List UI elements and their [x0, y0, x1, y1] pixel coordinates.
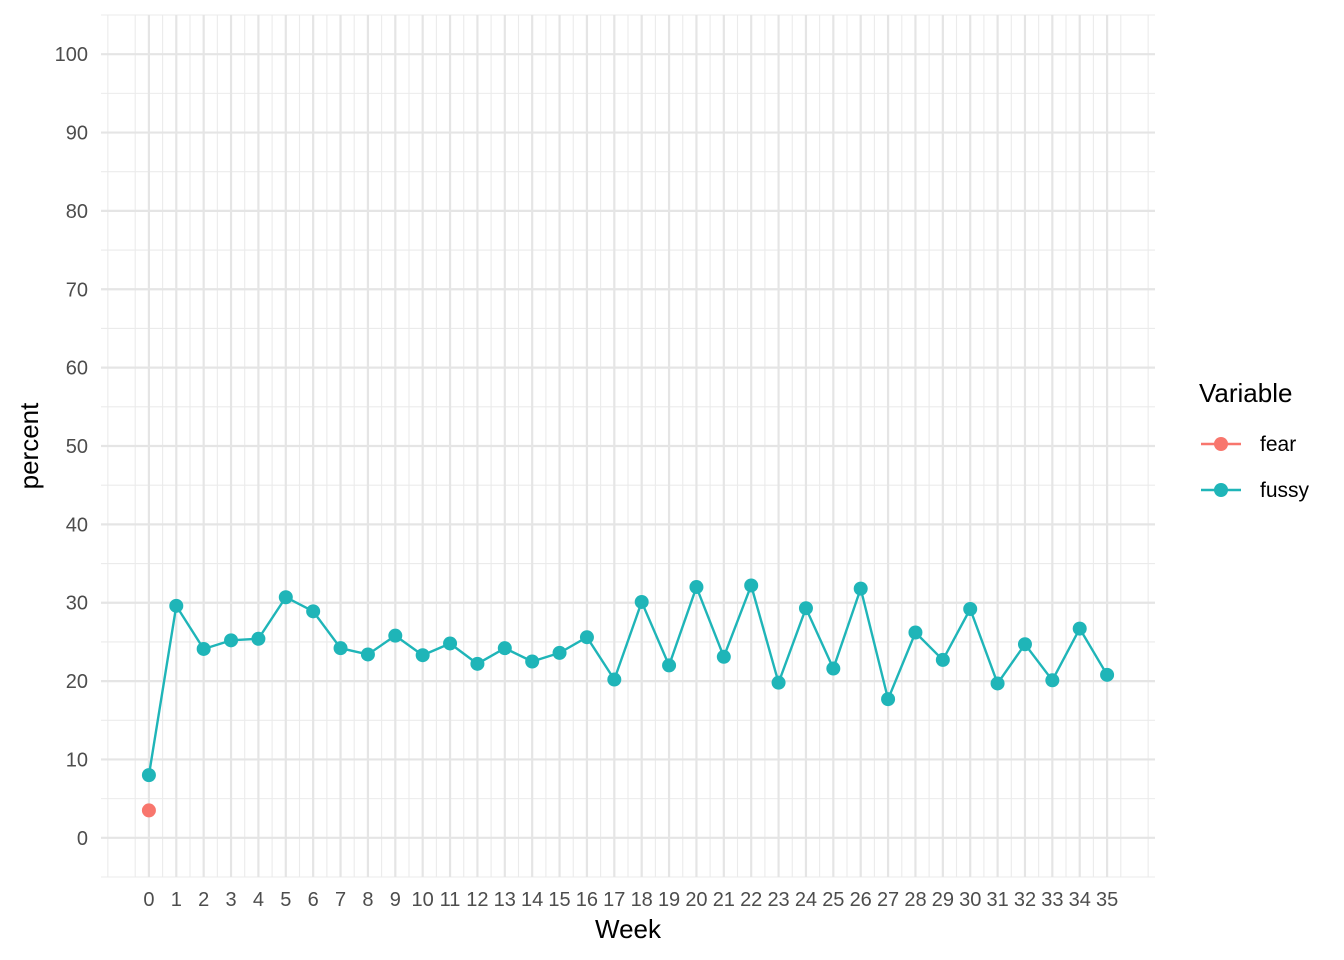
data-point-fear — [141, 803, 156, 818]
data-point-fussy — [333, 641, 348, 656]
data-point-fussy — [251, 631, 266, 646]
x-tick-label: 12 — [466, 889, 488, 911]
data-point-fussy — [689, 580, 704, 595]
x-tick-label: 15 — [548, 889, 570, 911]
data-point-fussy — [360, 647, 375, 662]
data-point-fussy — [963, 601, 978, 616]
data-point-fussy — [908, 625, 923, 640]
data-point-fussy — [169, 598, 184, 613]
x-axis-tick-labels: 0 1 2 3 4 5 6 7 8 9 10 11 12 13 14 15 16 17 18 19 20 21 22 23 24… — [143, 889, 1118, 911]
data-point-fussy — [716, 649, 731, 664]
x-tick-label: 26 — [850, 889, 872, 911]
data-point-fussy — [278, 590, 293, 605]
x-tick-label: 33 — [1041, 889, 1063, 911]
data-point-fussy — [443, 636, 458, 651]
x-tick-label: 20 — [685, 889, 707, 911]
x-tick-label: 31 — [986, 889, 1008, 911]
legend-label: fussy — [1260, 479, 1310, 502]
x-tick-label: 21 — [713, 889, 735, 911]
x-tick-label: 16 — [576, 889, 598, 911]
y-tick-label: 90 — [66, 123, 88, 145]
x-axis-title: Week — [595, 914, 662, 944]
x-tick-label: 34 — [1069, 889, 1091, 911]
x-tick-label: 18 — [631, 889, 653, 911]
data-point-fussy — [1017, 637, 1032, 652]
legend-item-fussy: fussy — [1201, 479, 1310, 502]
data-point-fussy — [1072, 621, 1087, 636]
data-point-fussy — [196, 641, 211, 656]
x-tick-label: 8 — [362, 889, 373, 911]
x-tick-label: 14 — [521, 889, 543, 911]
x-tick-label: 6 — [308, 889, 319, 911]
x-tick-label: 19 — [658, 889, 680, 911]
x-tick-label: 24 — [795, 889, 817, 911]
x-tick-label: 5 — [280, 889, 291, 911]
data-point-fussy — [744, 578, 759, 593]
x-tick-label: 27 — [877, 889, 899, 911]
x-tick-label: 10 — [412, 889, 434, 911]
y-tick-label: 70 — [66, 279, 88, 301]
y-tick-label: 100 — [55, 44, 88, 66]
data-point-fussy — [798, 601, 813, 616]
x-tick-label: 23 — [767, 889, 789, 911]
x-tick-label: 28 — [904, 889, 926, 911]
data-point-fussy — [607, 672, 622, 687]
data-point-fussy — [1045, 673, 1060, 688]
legend-title: Variable — [1199, 378, 1292, 408]
major-gridlines — [101, 15, 1155, 877]
data-point-fussy — [141, 768, 156, 783]
data-point-fussy — [415, 648, 430, 663]
x-tick-label: 2 — [198, 889, 209, 911]
data-point-fussy — [224, 633, 239, 648]
data-point-fussy — [470, 656, 485, 671]
data-point-fussy — [525, 654, 540, 669]
data-point-fussy — [826, 661, 841, 676]
y-axis-tick-labels: 0 10 20 30 40 50 60 70 80 90 100 — [55, 44, 88, 850]
series-points — [141, 578, 1115, 818]
x-tick-label: 17 — [603, 889, 625, 911]
y-tick-label: 10 — [66, 749, 88, 771]
legend: Variable fear fussy — [1199, 378, 1310, 502]
data-point-fussy — [306, 604, 321, 619]
legend-key-point — [1214, 483, 1228, 497]
data-point-fussy — [552, 645, 567, 660]
data-point-fussy — [935, 652, 950, 667]
y-tick-label: 0 — [77, 828, 88, 850]
x-tick-label: 9 — [390, 889, 401, 911]
legend-key-point — [1214, 437, 1228, 451]
data-point-fussy — [881, 692, 896, 707]
y-tick-label: 60 — [66, 358, 88, 380]
y-tick-label: 20 — [66, 671, 88, 693]
legend-item-fear: fear — [1201, 433, 1296, 456]
x-tick-label: 4 — [253, 889, 264, 911]
x-tick-label: 29 — [932, 889, 954, 911]
x-tick-label: 32 — [1014, 889, 1036, 911]
data-point-fussy — [853, 581, 868, 596]
x-tick-label: 22 — [740, 889, 762, 911]
y-tick-label: 80 — [66, 201, 88, 223]
data-point-fussy — [662, 658, 677, 673]
x-tick-label: 25 — [822, 889, 844, 911]
x-tick-label: 1 — [171, 889, 182, 911]
data-point-fussy — [1100, 667, 1115, 682]
x-tick-label: 0 — [143, 889, 154, 911]
legend-label: fear — [1260, 433, 1296, 456]
y-axis-title: percent — [14, 402, 44, 489]
x-tick-label: 3 — [225, 889, 236, 911]
y-tick-label: 50 — [66, 436, 88, 458]
data-point-fussy — [579, 630, 594, 645]
data-point-fussy — [990, 676, 1005, 691]
x-tick-label: 7 — [335, 889, 346, 911]
data-point-fussy — [634, 594, 649, 609]
x-tick-label: 35 — [1096, 889, 1118, 911]
x-tick-label: 30 — [959, 889, 981, 911]
y-tick-label: 30 — [66, 593, 88, 615]
data-point-fussy — [497, 641, 512, 656]
y-tick-label: 40 — [66, 514, 88, 536]
data-point-fussy — [771, 675, 786, 690]
x-tick-label: 11 — [440, 889, 461, 911]
x-tick-label: 13 — [494, 889, 516, 911]
data-point-fussy — [388, 628, 403, 643]
